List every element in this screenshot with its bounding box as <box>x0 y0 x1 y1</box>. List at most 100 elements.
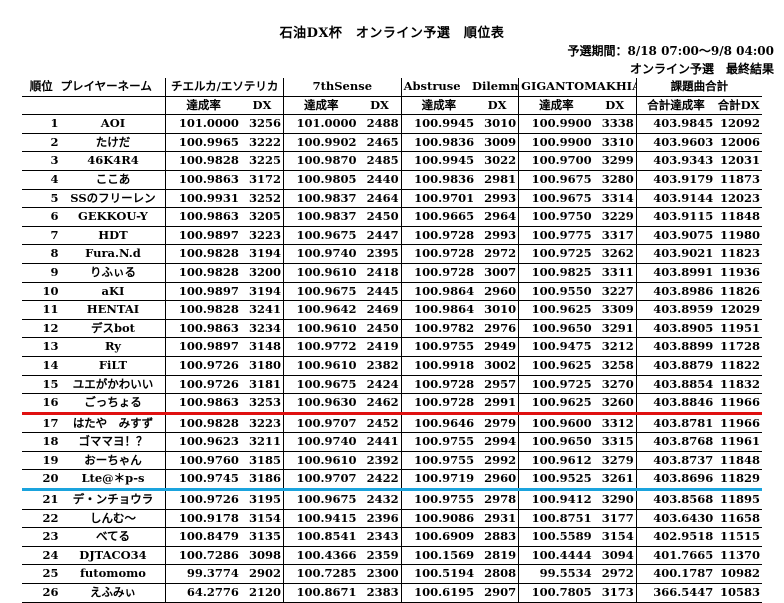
song4-dx-cell: 3261 <box>593 469 637 492</box>
player-name-cell: ごっちょる <box>60 393 166 415</box>
table-row: 9 りふぃる 100.9828 3200 100.9610 2418 100.9728 300… <box>22 263 762 283</box>
standings-table: 順位 プレイヤーネーム チエルカ/エソテリカ 7thSense Abstruse… <box>22 78 762 603</box>
rank-cell: 10 <box>22 282 61 302</box>
song2-rate-cell: 100.9610 <box>283 263 359 283</box>
total-rate-cell: 400.1787 <box>635 564 716 585</box>
song4-dx-cell: 3312 <box>593 413 637 434</box>
song4-dx-cell: 3212 <box>593 337 637 357</box>
song3-rate-cell: 100.9918 <box>400 356 477 376</box>
song1-dx-cell: 3200 <box>240 263 284 283</box>
song4-dx-cell: 3177 <box>593 509 637 529</box>
total-rate-cell: 403.8986 <box>635 282 716 302</box>
song-header-3: Abstruse Dilemma <box>400 78 519 97</box>
song4-rate-cell: 100.9625 <box>518 356 594 376</box>
song3-dx-cell: 3002 <box>476 356 519 376</box>
player-name-cell: HENTAI <box>60 300 166 320</box>
song1-rate-cell: 100.9897 <box>165 226 241 246</box>
total-rate-cell: 366.5447 <box>635 583 716 603</box>
song3-dx-cell: 2992 <box>476 451 519 471</box>
song1-rate-cell: 100.9863 <box>165 207 241 227</box>
song3-rate-cell: 100.9646 <box>400 413 477 434</box>
song4-dx-cell: 3309 <box>593 300 637 320</box>
song2-rate-cell: 100.8541 <box>283 527 359 547</box>
song1-rate-cell: 100.9828 <box>165 263 241 283</box>
song3-rate-cell: 100.9755 <box>400 432 477 452</box>
song1-dx-cell: 3148 <box>240 337 284 357</box>
rate-header: 達成率 <box>518 96 594 116</box>
rank-cell: 8 <box>22 244 61 264</box>
song4-dx-cell: 3270 <box>593 375 637 395</box>
song1-rate-cell: 100.9828 <box>165 413 241 434</box>
song4-rate-cell: 100.8751 <box>518 509 594 529</box>
rank-cell: 1 <box>22 114 61 134</box>
total-dx-cell: 11895 <box>715 489 762 510</box>
table-row: 5 SSのフリーレン 100.9931 3252 100.9837 2464 100.970… <box>22 189 762 209</box>
song1-dx-cell: 3253 <box>240 393 284 415</box>
total-rate-cell: 402.9518 <box>635 527 716 547</box>
song4-dx-cell: 3229 <box>593 207 637 227</box>
table-row: 19 おーちゃん 100.9760 3185 100.9610 2392 100.9755 2… <box>22 451 762 471</box>
song1-dx-cell: 3225 <box>240 151 284 171</box>
song2-dx-cell: 2450 <box>358 207 402 227</box>
song2-dx-cell: 2440 <box>358 170 402 190</box>
total-dx-cell: 11829 <box>715 469 762 492</box>
player-name-cell: GEKKOU-Y <box>60 207 166 227</box>
song1-rate-cell: 100.9726 <box>165 356 241 376</box>
song4-dx-cell: 3258 <box>593 356 637 376</box>
song4-dx-cell: 2972 <box>593 564 637 585</box>
song1-dx-cell: 3223 <box>240 413 284 434</box>
total-rate-cell: 403.8959 <box>635 300 716 320</box>
song3-dx-cell: 2994 <box>476 432 519 452</box>
rank-subheader <box>22 96 61 116</box>
player-name-cell: ユエがかわいい <box>60 375 166 395</box>
table-row: 25 futomomo 99.3774 2902 100.7285 2300 100.519… <box>22 564 762 585</box>
song1-rate-cell: 100.9745 <box>165 469 241 492</box>
total-rate-cell: 403.8854 <box>635 375 716 395</box>
song3-rate-cell: 100.9728 <box>400 393 477 415</box>
song2-dx-cell: 2485 <box>358 151 402 171</box>
song1-rate-cell: 100.9863 <box>165 393 241 415</box>
song3-dx-cell: 2957 <box>476 375 519 395</box>
song4-rate-cell: 100.9775 <box>518 226 594 246</box>
player-name-cell: デ・ンチョウラ <box>60 489 166 510</box>
song4-rate-cell: 100.9650 <box>518 432 594 452</box>
song3-dx-cell: 2883 <box>476 527 519 547</box>
total-dx-cell: 11822 <box>715 356 762 376</box>
song4-dx-cell: 3154 <box>593 527 637 547</box>
song3-rate-cell: 100.9728 <box>400 263 477 283</box>
song3-dx-cell: 2960 <box>476 469 519 492</box>
player-name-cell: しんむ～ <box>60 509 166 529</box>
song3-dx-cell: 2976 <box>476 319 519 339</box>
song1-dx-cell: 3194 <box>240 282 284 302</box>
song1-rate-cell: 100.9178 <box>165 509 241 529</box>
rank-cell: 23 <box>22 527 61 547</box>
song4-rate-cell: 100.9725 <box>518 244 594 264</box>
table-row: 16 ごっちょる 100.9863 3253 100.9630 2462 100.9728 2… <box>22 393 762 415</box>
player-name-cell: えふみぃ <box>60 583 166 603</box>
rank-header: 順位 <box>22 78 61 97</box>
song3-dx-cell: 2931 <box>476 509 519 529</box>
song2-dx-cell: 2462 <box>358 393 402 415</box>
song2-rate-cell: 100.9837 <box>283 189 359 209</box>
song2-dx-cell: 2300 <box>358 564 402 585</box>
song2-dx-cell: 2432 <box>358 489 402 510</box>
total-dx-cell: 12029 <box>715 300 762 320</box>
rank-cell: 19 <box>22 451 61 471</box>
song4-dx-cell: 3260 <box>593 393 637 415</box>
page-title: 石油DX杯 オンライン予選 順位表 <box>279 26 505 41</box>
table-row: 13 Ry 100.9897 3148 100.9772 2419 100.9755 2949… <box>22 337 762 357</box>
song3-rate-cell: 100.9836 <box>400 170 477 190</box>
song3-rate-cell: 100.1569 <box>400 546 477 566</box>
total-dx-cell: 11728 <box>715 337 762 357</box>
song1-rate-cell: 100.9897 <box>165 337 241 357</box>
table-row: 8 Fura.N.d 100.9828 3194 100.9740 2395 100.972… <box>22 244 762 264</box>
player-name-cell: futomomo <box>60 564 166 585</box>
total-dx-cell: 11951 <box>715 319 762 339</box>
player-name-cell: HDT <box>60 226 166 246</box>
total-dx-cell: 12092 <box>715 114 762 134</box>
total-dx-cell: 11823 <box>715 244 762 264</box>
total-rate-cell: 403.9021 <box>635 244 716 264</box>
song4-rate-cell: 100.9625 <box>518 393 594 415</box>
song4-dx-cell: 3314 <box>593 189 637 209</box>
song3-dx-cell: 3022 <box>476 151 519 171</box>
